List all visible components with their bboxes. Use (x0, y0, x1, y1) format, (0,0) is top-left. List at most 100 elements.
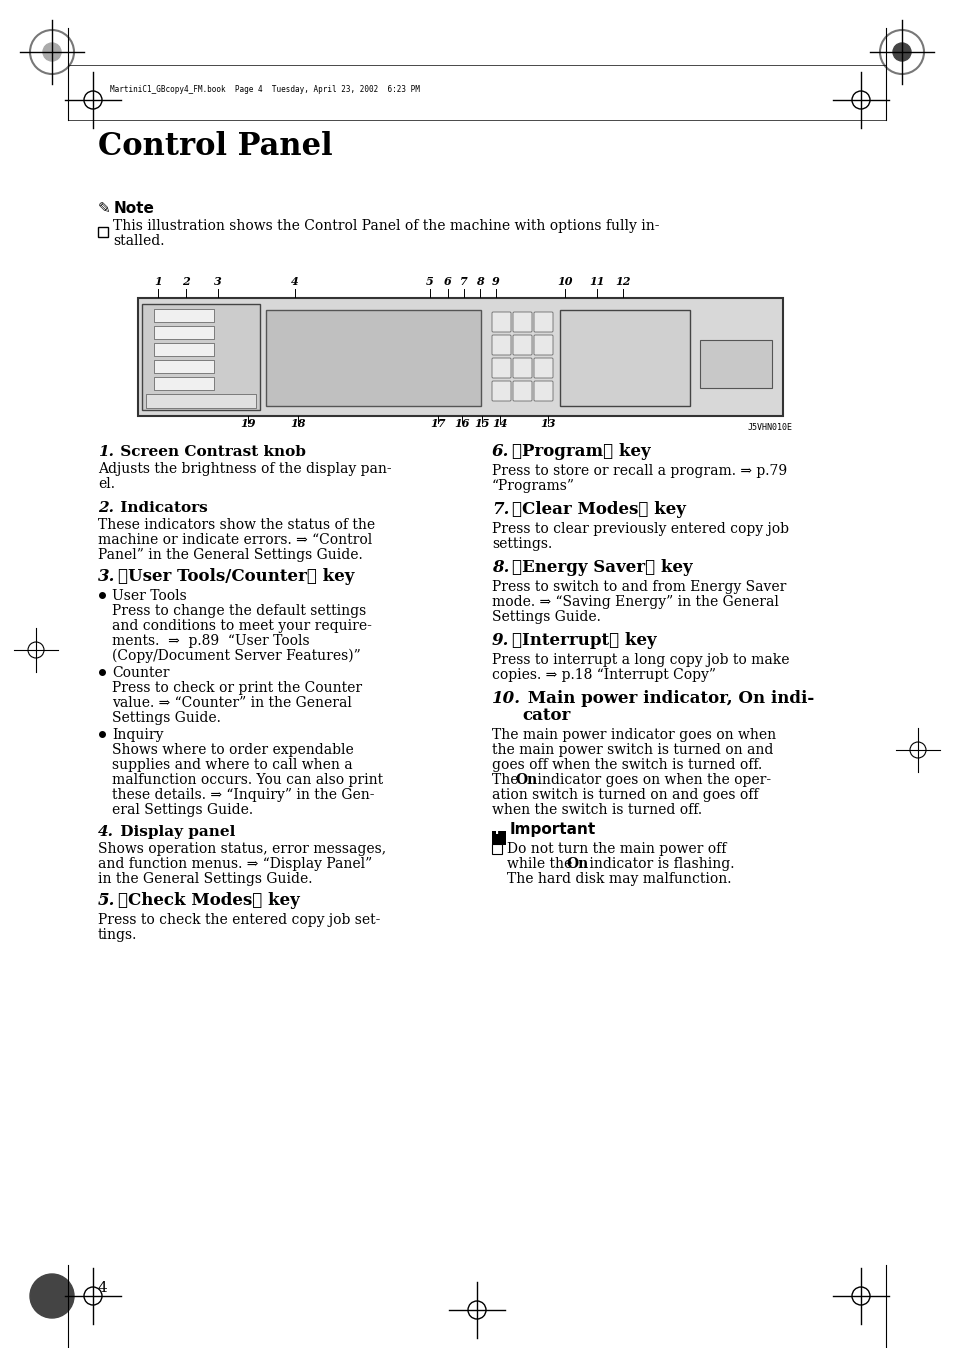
Text: Press to check or print the Counter: Press to check or print the Counter (112, 681, 362, 696)
FancyBboxPatch shape (513, 311, 532, 332)
Text: Press to clear previously entered copy job: Press to clear previously entered copy j… (492, 522, 788, 537)
FancyBboxPatch shape (492, 381, 511, 400)
Bar (142, 305, 260, 410)
FancyBboxPatch shape (534, 336, 553, 355)
Text: ments.  ⇒  p.89  “User Tools: ments. ⇒ p.89 “User Tools (112, 634, 310, 648)
FancyBboxPatch shape (534, 381, 553, 400)
Text: 14: 14 (492, 418, 507, 429)
Text: Display panel: Display panel (115, 825, 235, 838)
Bar (138, 298, 782, 417)
Text: 13: 13 (539, 418, 556, 429)
Text: The: The (492, 772, 522, 787)
Text: 17: 17 (430, 418, 445, 429)
Bar (492, 844, 501, 855)
Text: This illustration shows the Control Panel of the machine with options fully in-: This illustration shows the Control Pane… (112, 218, 659, 233)
Text: Indicators: Indicators (115, 501, 208, 515)
Text: i: i (495, 824, 498, 837)
Bar (559, 310, 689, 406)
Text: (Copy/Document Server Features)”: (Copy/Document Server Features)” (112, 648, 360, 663)
Bar (492, 830, 505, 845)
Text: Main power indicator, On indi-: Main power indicator, On indi- (521, 690, 814, 706)
Text: copies. ⇒ p.18 “Interrupt Copy”: copies. ⇒ p.18 “Interrupt Copy” (492, 669, 716, 682)
Text: 7.: 7. (492, 501, 509, 518)
Text: 7: 7 (459, 276, 467, 287)
Text: 5: 5 (426, 276, 434, 287)
Text: 【Interrupt】 key: 【Interrupt】 key (512, 632, 656, 648)
Text: Shows operation status, error messages,: Shows operation status, error messages, (98, 842, 386, 856)
FancyBboxPatch shape (534, 311, 553, 332)
Text: indicator is flashing.: indicator is flashing. (584, 857, 734, 871)
FancyBboxPatch shape (534, 359, 553, 377)
Text: 【Energy Saver】 key: 【Energy Saver】 key (512, 559, 692, 576)
Text: 18: 18 (290, 418, 305, 429)
Text: 11: 11 (589, 276, 604, 287)
Text: machine or indicate errors. ⇒ “Control: machine or indicate errors. ⇒ “Control (98, 532, 372, 547)
Text: 1: 1 (154, 276, 162, 287)
FancyBboxPatch shape (513, 381, 532, 400)
FancyBboxPatch shape (492, 311, 511, 332)
Bar (153, 377, 213, 390)
Text: eral Settings Guide.: eral Settings Guide. (112, 803, 253, 817)
Bar (146, 394, 255, 408)
Text: Press to interrupt a long copy job to make: Press to interrupt a long copy job to ma… (492, 652, 789, 667)
Text: Control Panel: Control Panel (98, 131, 333, 162)
Text: 6: 6 (444, 276, 452, 287)
Text: Press to change the default settings: Press to change the default settings (112, 604, 366, 617)
Bar (153, 360, 213, 373)
Bar (153, 342, 213, 356)
Text: 4: 4 (291, 276, 298, 287)
Text: settings.: settings. (492, 537, 552, 551)
Text: in the General Settings Guide.: in the General Settings Guide. (98, 872, 313, 886)
Text: The main power indicator goes on when: The main power indicator goes on when (492, 728, 776, 741)
Text: The hard disk may malfunction.: The hard disk may malfunction. (506, 872, 731, 886)
Text: Press to check the entered copy job set-: Press to check the entered copy job set- (98, 913, 380, 927)
FancyBboxPatch shape (492, 336, 511, 355)
Text: On: On (565, 857, 588, 871)
Bar (700, 340, 771, 388)
Text: Important: Important (510, 822, 596, 837)
Text: 2.: 2. (98, 501, 113, 515)
Text: ation switch is turned on and goes off: ation switch is turned on and goes off (492, 789, 758, 802)
Text: 9.: 9. (492, 632, 509, 648)
Text: 【Check Modes】 key: 【Check Modes】 key (118, 892, 299, 909)
Text: 【Clear Modes】 key: 【Clear Modes】 key (512, 501, 685, 518)
Text: Counter: Counter (112, 666, 170, 679)
Bar (153, 326, 213, 338)
Text: Settings Guide.: Settings Guide. (112, 710, 221, 725)
Text: 9: 9 (492, 276, 499, 287)
Text: el.: el. (98, 477, 115, 491)
Text: User Tools: User Tools (112, 589, 187, 603)
Text: mode. ⇒ “Saving Energy” in the General: mode. ⇒ “Saving Energy” in the General (492, 594, 778, 609)
Text: while the: while the (506, 857, 576, 871)
Text: MartiniC1_GBcopy4_FM.book  Page 4  Tuesday, April 23, 2002  6:23 PM: MartiniC1_GBcopy4_FM.book Page 4 Tuesday… (110, 85, 419, 94)
Text: 8.: 8. (492, 559, 509, 576)
Text: Settings Guide.: Settings Guide. (492, 611, 600, 624)
Text: supplies and where to call when a: supplies and where to call when a (112, 758, 353, 772)
Text: 6.: 6. (492, 443, 509, 460)
Text: 19: 19 (240, 418, 255, 429)
Text: indicator goes on when the oper-: indicator goes on when the oper- (533, 772, 770, 787)
Text: and function menus. ⇒ “Display Panel”: and function menus. ⇒ “Display Panel” (98, 857, 372, 871)
Text: cator: cator (521, 706, 570, 724)
Text: value. ⇒ “Counter” in the General: value. ⇒ “Counter” in the General (112, 696, 352, 710)
Circle shape (30, 1274, 74, 1318)
Text: 10: 10 (557, 276, 572, 287)
Text: and conditions to meet your require-: and conditions to meet your require- (112, 619, 372, 634)
Text: malfunction occurs. You can also print: malfunction occurs. You can also print (112, 772, 383, 787)
Text: 15: 15 (474, 418, 489, 429)
Text: 4: 4 (98, 1281, 108, 1295)
Text: 3.: 3. (98, 568, 115, 585)
Text: 【Program】 key: 【Program】 key (512, 443, 650, 460)
Circle shape (892, 43, 910, 61)
Text: 12: 12 (615, 276, 630, 287)
Text: Adjusts the brightness of the display pan-: Adjusts the brightness of the display pa… (98, 462, 392, 476)
Text: Inquiry: Inquiry (112, 728, 163, 741)
Text: J5VHN010E: J5VHN010E (747, 423, 792, 431)
Text: On: On (515, 772, 537, 787)
FancyBboxPatch shape (492, 359, 511, 377)
Text: Press to switch to and from Energy Saver: Press to switch to and from Energy Saver (492, 580, 785, 594)
FancyBboxPatch shape (513, 336, 532, 355)
Text: 16: 16 (454, 418, 469, 429)
Text: ✎: ✎ (98, 201, 111, 216)
Text: 5.: 5. (98, 892, 115, 909)
